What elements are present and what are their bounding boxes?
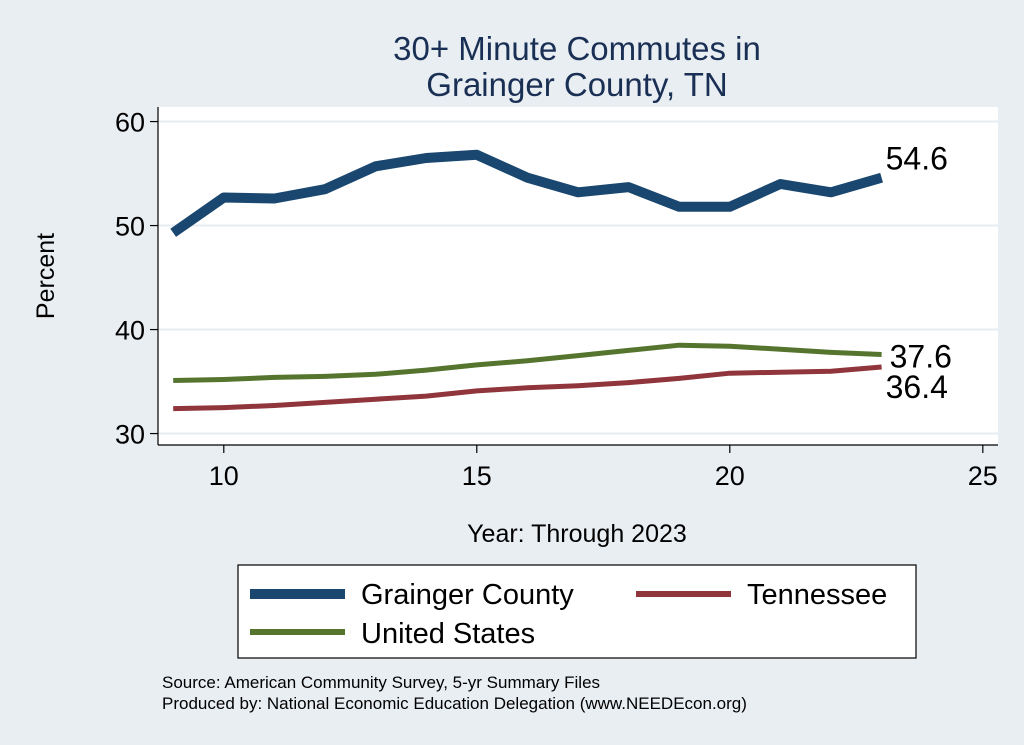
end-label-tennessee: 36.4 (886, 369, 948, 405)
x-axis-label: Year: Through 2023 (467, 520, 687, 548)
legend-label-grainger: Grainger County (361, 579, 574, 611)
x-tick-label-25: 25 (968, 461, 998, 491)
series-lines (170, 149, 883, 412)
y-tick-label-50: 50 (115, 212, 145, 242)
produced-by-note: Produced by: National Economic Education… (162, 694, 747, 713)
series-line-united-states (173, 342, 882, 383)
legend-label-united-states: United States (361, 618, 535, 650)
grid-lines (158, 120, 998, 435)
x-tick-label-15: 15 (462, 461, 492, 491)
x-tick-label-20: 20 (715, 461, 745, 491)
chart-title-line-1: 30+ Minute Commutes in (393, 30, 761, 67)
y-tick-label-30: 30 (115, 420, 145, 450)
source-note: Source: American Community Survey, 5-yr … (162, 673, 600, 692)
axis-ticks: 30 40 50 60 10 15 20 25 (115, 108, 998, 491)
legend: Grainger County Tennessee United States (237, 564, 917, 659)
chart-title-line-2: Grainger County, TN (426, 66, 727, 103)
legend-label-tennessee: Tennessee (747, 579, 887, 611)
series-line-tennessee (173, 364, 882, 412)
y-tick-label-60: 60 (115, 108, 145, 138)
x-tick-label-10: 10 (209, 461, 239, 491)
y-axis-label: Percent (32, 233, 60, 319)
end-label-united-states: 37.6 (890, 339, 952, 375)
end-label-grainger-county: 54.6 (886, 141, 948, 177)
end-labels: 54.6 36.437.6 (886, 141, 952, 405)
legend-box (237, 564, 917, 659)
y-tick-label-40: 40 (115, 316, 145, 346)
plot-area (158, 107, 998, 445)
series-line-grainger-county (170, 149, 883, 237)
